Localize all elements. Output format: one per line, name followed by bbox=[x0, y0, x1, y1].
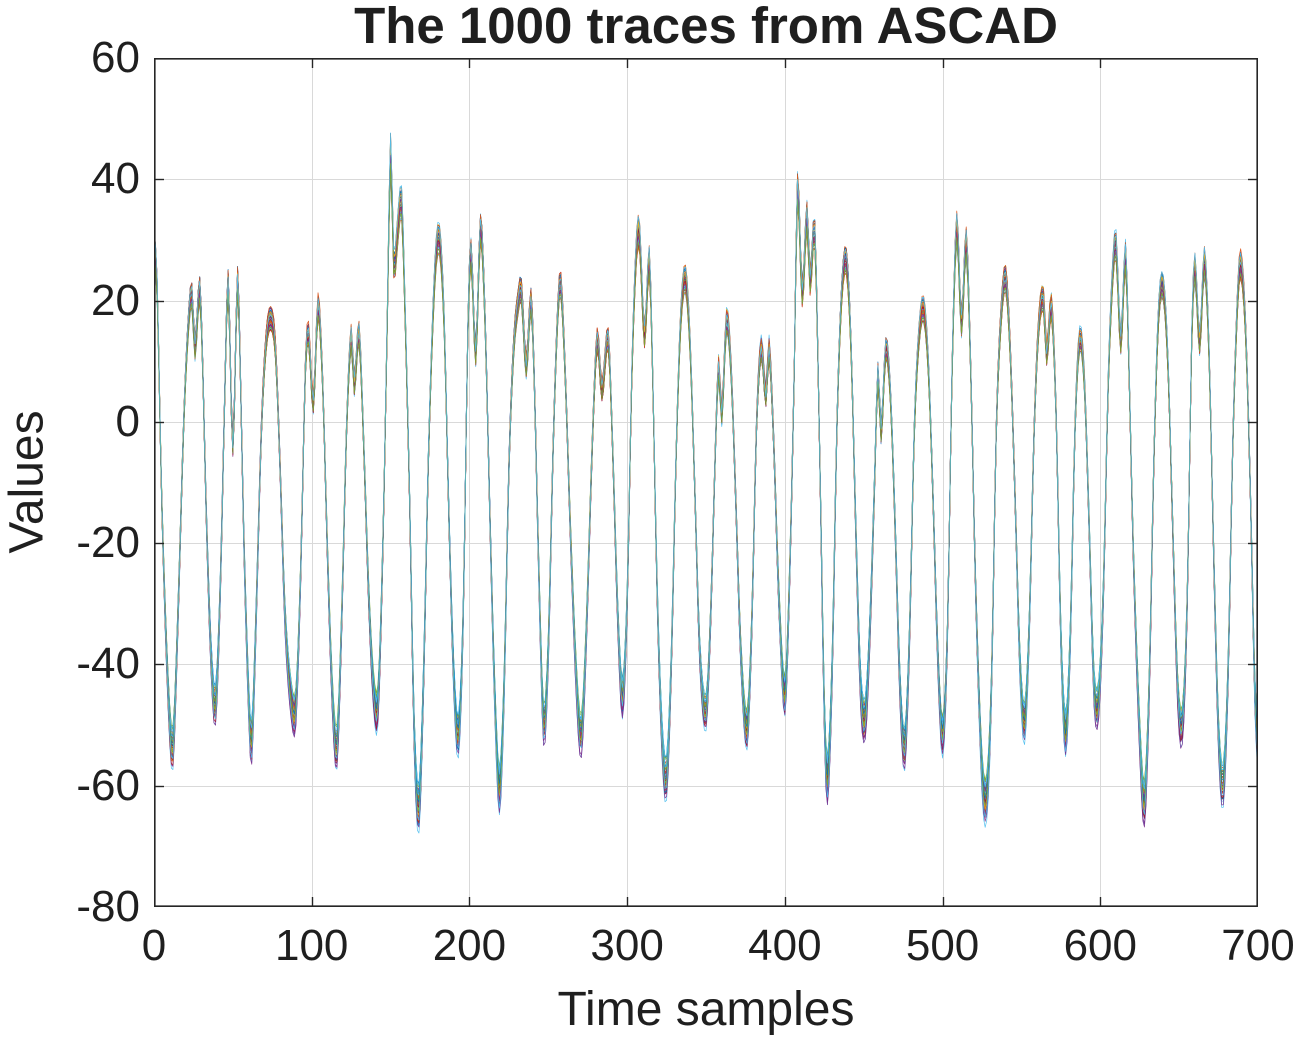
x-tick-label: 700 bbox=[1221, 921, 1295, 970]
y-tick-label: -20 bbox=[76, 518, 140, 568]
y-tick-label: 60 bbox=[91, 33, 140, 82]
plot-area bbox=[154, 58, 1258, 907]
x-tick-label: 600 bbox=[1063, 921, 1137, 970]
x-axis-label: Time samples bbox=[557, 983, 855, 1036]
x-tick-label: 300 bbox=[590, 921, 664, 970]
x-tick-label: 400 bbox=[748, 921, 822, 970]
chart-title: The 1000 traces from ASCAD bbox=[354, 0, 1058, 54]
y-tick-label: 0 bbox=[115, 396, 140, 446]
y-tick-label: 20 bbox=[91, 275, 140, 325]
x-tick-label: 500 bbox=[905, 921, 980, 970]
x-tick-label: 0 bbox=[141, 921, 167, 970]
trace-canvas bbox=[154, 58, 1258, 907]
y-tick-label: -80 bbox=[76, 882, 140, 931]
x-tick-label: 200 bbox=[432, 921, 507, 970]
x-tick-label: 100 bbox=[274, 921, 349, 970]
y-tick-label: -40 bbox=[76, 639, 140, 689]
y-tick-label: -60 bbox=[76, 760, 140, 810]
y-tick-label: 40 bbox=[91, 154, 140, 204]
